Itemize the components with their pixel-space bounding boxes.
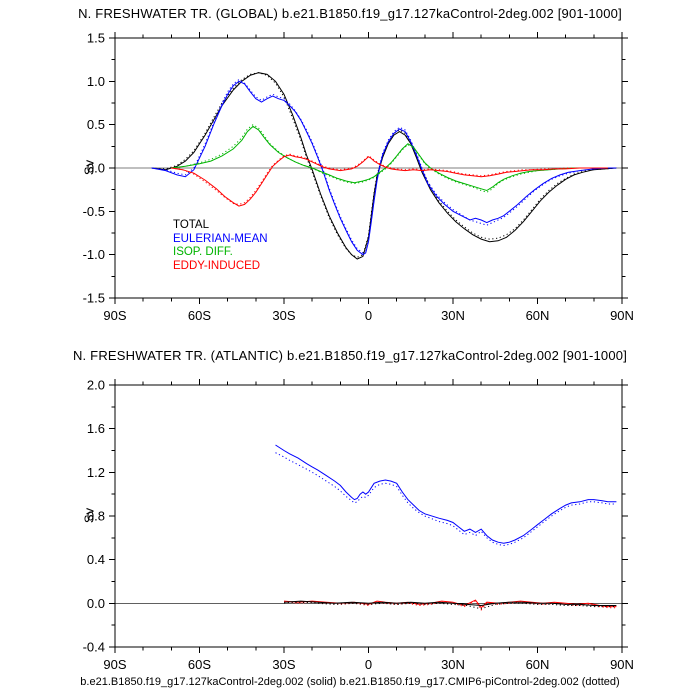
svg-text:-0.5: -0.5 [83, 204, 105, 219]
svg-text:60N: 60N [526, 308, 550, 323]
legend-entry-isop-diff: ISOP. DIFF. [173, 246, 233, 258]
global-chart-title: N. FRESHWATER TR. (GLOBAL) b.e21.B1850.f… [78, 6, 622, 21]
svg-text:90N: 90N [610, 308, 634, 323]
svg-text:60S: 60S [188, 657, 211, 672]
atlantic-chart-title: N. FRESHWATER TR. (ATLANTIC) b.e21.B1850… [72, 348, 628, 363]
svg-text:30S: 30S [272, 308, 295, 323]
svg-text:0.8: 0.8 [87, 509, 105, 524]
svg-text:0: 0 [365, 308, 372, 323]
legend: TOTAL EULERIAN-MEAN ISOP. DIFF. EDDY-IND… [173, 219, 268, 273]
svg-text:0.4: 0.4 [87, 552, 105, 567]
legend-entry-total: TOTAL [173, 219, 209, 231]
svg-text:30N: 30N [441, 657, 465, 672]
svg-text:90S: 90S [103, 657, 126, 672]
experiments-caption: b.e21.B1850.f19_g17.127kaControl-2deg.00… [80, 676, 620, 688]
svg-text:2.0: 2.0 [87, 378, 105, 393]
svg-text:60N: 60N [526, 657, 550, 672]
svg-text:90S: 90S [103, 308, 126, 323]
svg-text:1.0: 1.0 [87, 74, 105, 89]
svg-text:1.6: 1.6 [87, 421, 105, 436]
svg-text:-0.4: -0.4 [83, 640, 105, 655]
svg-text:1.2: 1.2 [87, 465, 105, 480]
svg-text:1.5: 1.5 [87, 31, 105, 46]
svg-text:-1.5: -1.5 [83, 291, 105, 306]
svg-text:0: 0 [365, 657, 372, 672]
y-axis-label-global: Sv [81, 159, 97, 176]
svg-text:-1.0: -1.0 [83, 247, 105, 262]
svg-text:0.5: 0.5 [87, 117, 105, 132]
y-axis-label-atlantic: Sv [81, 507, 97, 524]
legend-entry-eddy-induced: EDDY-INDUCED [173, 259, 261, 272]
svg-text:60S: 60S [188, 308, 211, 323]
svg-text:30S: 30S [272, 657, 295, 672]
svg-text:30N: 30N [441, 308, 465, 323]
svg-text:90N: 90N [610, 657, 634, 672]
svg-text:0.0: 0.0 [87, 161, 105, 176]
legend-entry-eulerian-mean: EULERIAN-MEAN [173, 232, 268, 245]
svg-text:0.0: 0.0 [87, 596, 105, 611]
